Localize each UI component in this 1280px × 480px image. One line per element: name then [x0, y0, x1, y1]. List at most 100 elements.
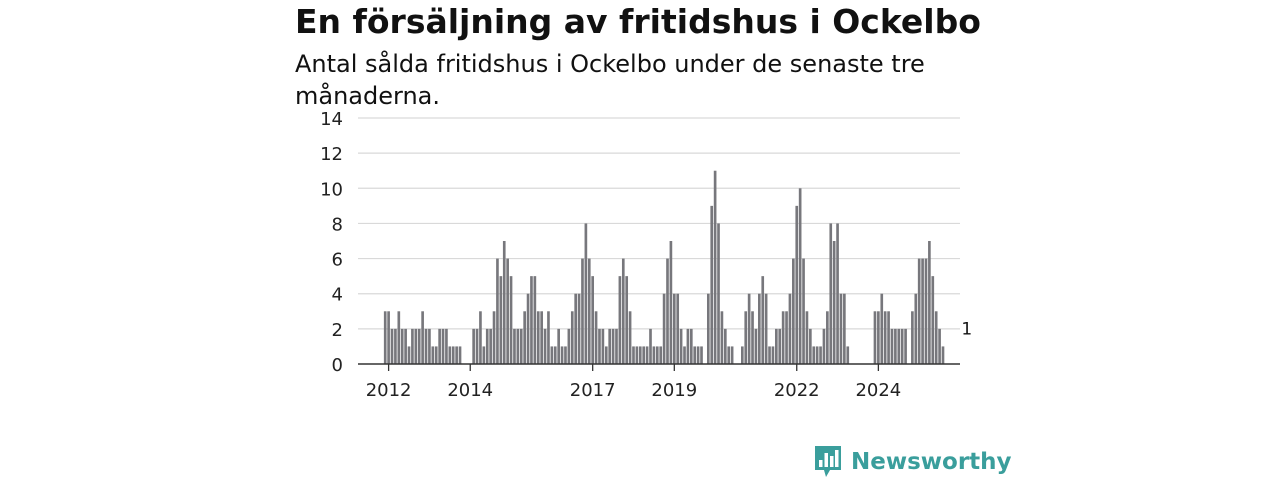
bar: [744, 311, 748, 364]
bar: [839, 293, 843, 364]
bar: [547, 311, 550, 364]
bar: [897, 328, 901, 364]
bar: [611, 328, 615, 364]
bar: [771, 346, 775, 364]
bar: [700, 346, 703, 364]
bar: [574, 293, 577, 364]
bar: [411, 328, 414, 364]
bar: [615, 328, 618, 364]
x-tick-label: 2012: [366, 380, 412, 401]
bar: [387, 311, 390, 364]
bar: [560, 346, 564, 364]
bar: [499, 276, 503, 364]
y-tick-label: 12: [320, 144, 343, 165]
brand-logo: Newsworthy: [813, 444, 1012, 480]
bar: [795, 205, 799, 364]
bar: [815, 346, 819, 364]
x-tick-label: 2019: [651, 380, 697, 401]
bar: [798, 188, 802, 364]
bar: [829, 223, 833, 364]
bar: [924, 258, 928, 364]
bar: [407, 346, 411, 364]
bar: [883, 311, 887, 364]
bar: [553, 346, 557, 364]
brand-name: Newsworthy: [851, 449, 1012, 475]
newsworthy-logo-icon: [815, 446, 841, 477]
bar: [706, 293, 710, 364]
bar: [455, 346, 458, 364]
bar: [788, 293, 792, 364]
bar: [587, 258, 591, 364]
bar: [655, 346, 659, 364]
bars: [383, 170, 945, 364]
bar: [618, 276, 622, 364]
bar: [880, 293, 884, 364]
bar: [536, 311, 540, 364]
bar: [659, 346, 663, 364]
y-tick-label: 4: [332, 285, 343, 306]
bar: [710, 205, 714, 364]
bar: [941, 346, 945, 364]
bar: [540, 311, 543, 364]
bar: [775, 328, 778, 364]
bar: [832, 241, 836, 364]
y-tick-label: 8: [332, 214, 343, 235]
y-tick-label: 0: [332, 355, 343, 376]
bar: [400, 328, 404, 364]
bar: [489, 328, 492, 364]
bar: [689, 328, 693, 364]
y-tick-label: 10: [320, 179, 343, 200]
bar: [550, 346, 554, 364]
bar: [438, 328, 441, 364]
bar: [451, 346, 455, 364]
bar: [822, 328, 826, 364]
bar: [894, 328, 897, 364]
bar: [812, 346, 816, 364]
bar: [557, 328, 560, 364]
bar: [496, 258, 499, 364]
bar: [642, 346, 646, 364]
bar: [693, 346, 697, 364]
bar: [584, 223, 588, 364]
bar: [577, 293, 581, 364]
bar: [441, 328, 445, 364]
bar: [900, 328, 904, 364]
bar: [516, 328, 520, 364]
bar: [846, 346, 850, 364]
bar: [519, 328, 523, 364]
bar: [911, 311, 914, 364]
bar: [890, 328, 894, 364]
bar: [751, 311, 754, 364]
bar: [638, 346, 642, 364]
bar: [672, 293, 676, 364]
bar: [428, 328, 431, 364]
bar: [567, 328, 571, 364]
bar: [421, 311, 424, 364]
bar: [533, 276, 537, 364]
bar: [390, 328, 394, 364]
bar: [448, 346, 452, 364]
bar: [621, 258, 625, 364]
chart-title: En försäljning av fritidshus i Ockelbo: [295, 2, 981, 41]
bar: [904, 328, 907, 364]
bar: [778, 328, 782, 364]
bar: [570, 311, 574, 364]
bar: [564, 346, 567, 364]
bar: [475, 328, 479, 364]
bar: [509, 276, 513, 364]
bar: [502, 241, 506, 364]
bar: [720, 311, 724, 364]
bar: [747, 293, 751, 364]
bar: [591, 276, 595, 364]
x-tick-label: 2017: [570, 380, 616, 401]
bar: [652, 346, 656, 364]
bar: [676, 293, 680, 364]
bar: [485, 328, 489, 364]
bar: [543, 328, 547, 364]
bar: [608, 328, 612, 364]
x-tick-label: 2024: [855, 380, 901, 401]
x-tick-label: 2014: [447, 380, 493, 401]
bar: [887, 311, 890, 364]
